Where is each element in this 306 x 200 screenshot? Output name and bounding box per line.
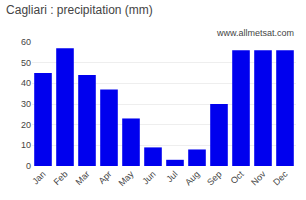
svg-text:Dec: Dec	[271, 169, 290, 188]
svg-text:Nov: Nov	[249, 169, 268, 188]
svg-text:Mar: Mar	[74, 169, 92, 187]
svg-text:Feb: Feb	[52, 169, 70, 187]
svg-text:Cagliari : precipitation (mm): Cagliari : precipitation (mm)	[6, 3, 153, 17]
svg-text:Sep: Sep	[205, 169, 223, 187]
svg-text:Oct: Oct	[229, 169, 246, 186]
svg-text:www.allmetsat.com: www.allmetsat.com	[216, 28, 294, 38]
svg-text:Apr: Apr	[97, 169, 114, 186]
svg-text:30: 30	[21, 99, 31, 109]
svg-text:20: 20	[21, 120, 31, 130]
svg-text:10: 10	[21, 140, 31, 150]
svg-text:50: 50	[21, 58, 31, 68]
svg-text:40: 40	[21, 78, 31, 88]
svg-text:Jan: Jan	[30, 169, 47, 186]
svg-text:Aug: Aug	[183, 169, 201, 187]
svg-text:May: May	[116, 169, 135, 188]
svg-text:0: 0	[26, 161, 31, 171]
svg-text:60: 60	[21, 37, 31, 47]
svg-text:Jul: Jul	[164, 169, 179, 184]
svg-text:Jun: Jun	[140, 169, 157, 186]
